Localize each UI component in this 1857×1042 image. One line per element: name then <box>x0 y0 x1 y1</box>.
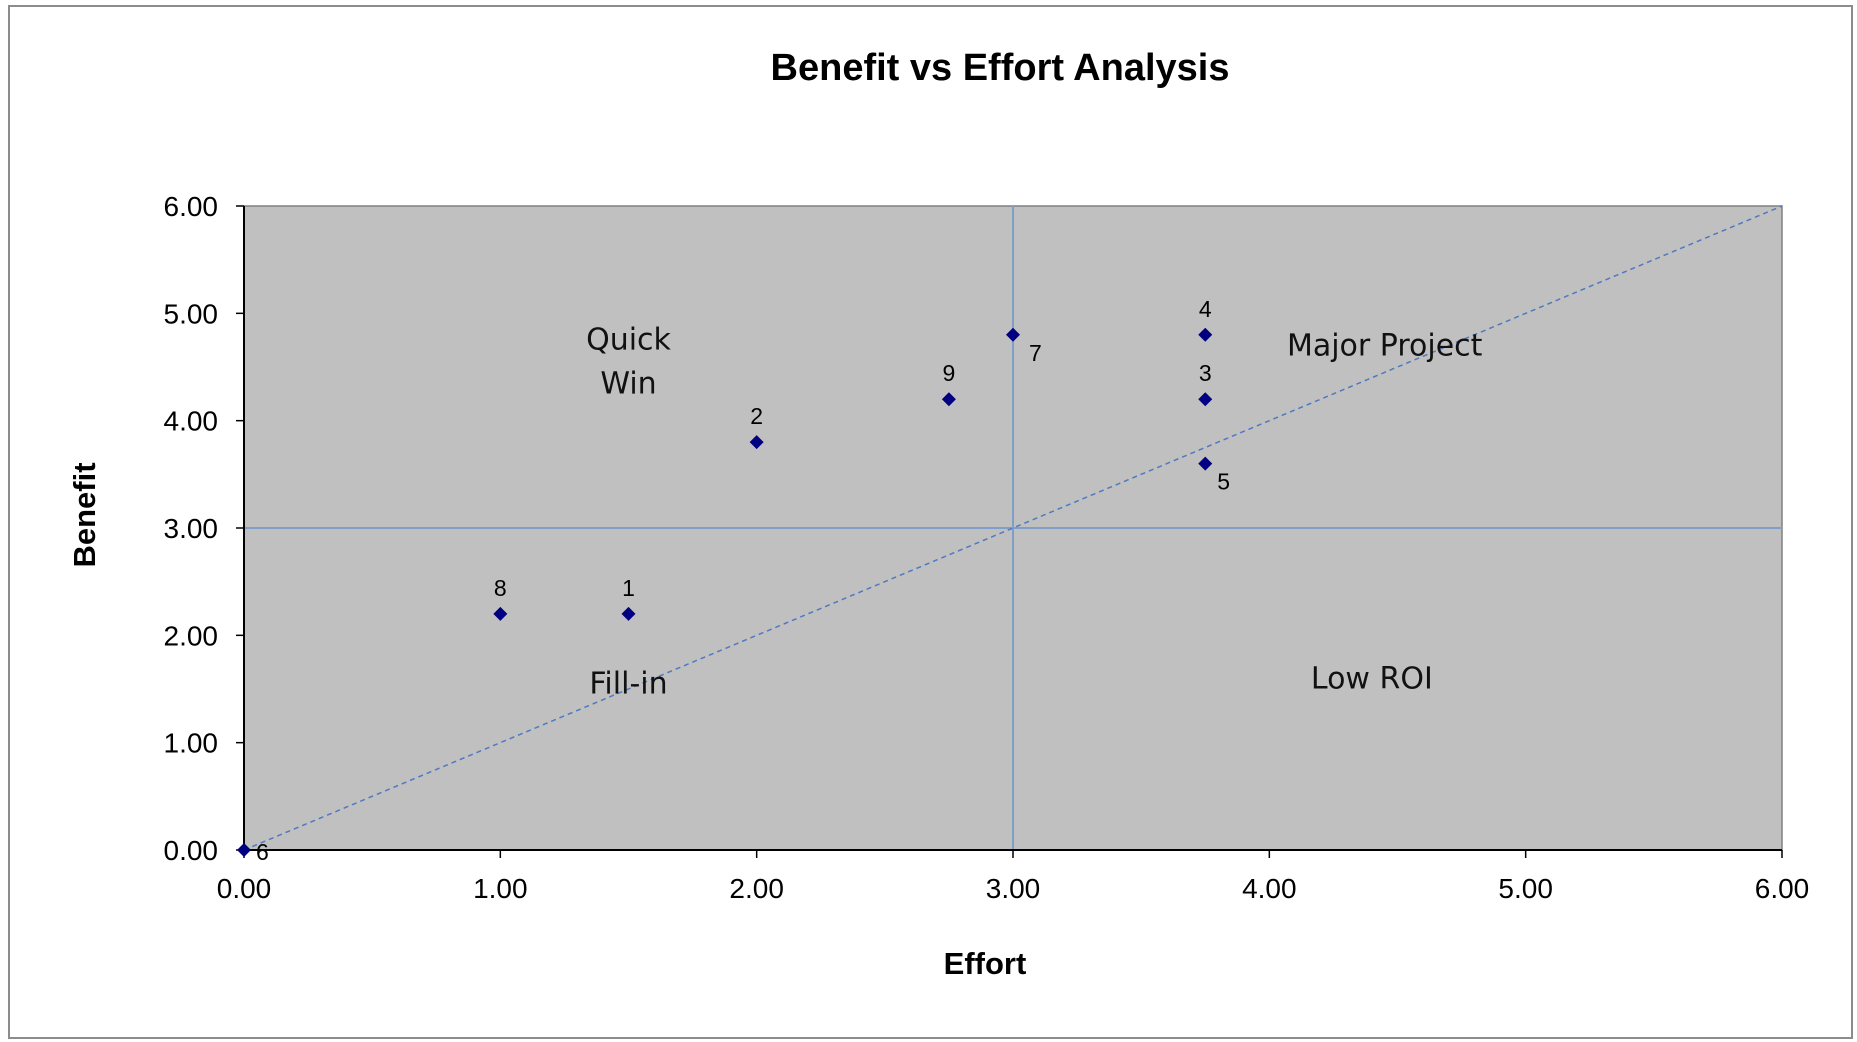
data-point-label: 3 <box>1199 360 1212 386</box>
x-tick-label: 3.00 <box>986 873 1041 904</box>
data-point-marker <box>1198 327 1213 342</box>
y-tick-label: 0.00 <box>164 835 219 866</box>
chart-title: Benefit vs Effort Analysis <box>771 47 1230 89</box>
data-point-marker <box>1198 392 1213 407</box>
y-tick-label: 4.00 <box>164 406 219 437</box>
y-tick-label: 2.00 <box>164 620 219 651</box>
y-tick-label: 1.00 <box>164 728 219 759</box>
data-point-label: 2 <box>750 403 763 429</box>
data-point-label: 4 <box>1199 296 1212 322</box>
data-point-marker <box>1006 327 1020 342</box>
x-tick-label: 0.00 <box>217 873 272 904</box>
x-tick-label: 1.00 <box>473 873 528 904</box>
data-point-label: 9 <box>943 360 956 386</box>
quadrant-label: Major Project <box>1287 329 1483 364</box>
x-tick-label: 6.00 <box>1755 873 1810 904</box>
data-point-label: 1 <box>622 575 635 601</box>
y-axis-title: Benefit <box>67 462 102 567</box>
data-point-marker <box>493 606 508 621</box>
quadrant-label: Low ROI <box>1311 661 1433 696</box>
diagonal-line <box>243 205 1783 851</box>
x-tick-label: 4.00 <box>1242 873 1297 904</box>
data-point-marker <box>237 843 251 857</box>
quadrant-label: Quick <box>586 323 671 358</box>
data-point-marker <box>1198 456 1213 471</box>
quadrant-label: Fill-in <box>589 667 667 702</box>
data-point-label: 5 <box>1217 469 1230 495</box>
quadrant-label: Win <box>600 367 656 402</box>
data-point-label: 6 <box>256 839 269 865</box>
chart-frame: Benefit vs Effort Analysis 0.00 1.00 2.00 3… <box>8 5 1853 1039</box>
x-axis-title: Effort <box>944 946 1027 981</box>
y-tick-label: 5.00 <box>164 298 219 329</box>
data-point-marker <box>941 392 956 407</box>
x-tick-label: 2.00 <box>729 873 784 904</box>
data-point-marker <box>749 435 764 450</box>
data-point-label: 7 <box>1029 340 1042 366</box>
data-point-marker <box>621 606 636 621</box>
y-tick-label: 6.00 <box>164 191 219 222</box>
x-tick-label: 5.00 <box>1498 873 1553 904</box>
scatter-chart: Benefit vs Effort Analysis 0.00 1.00 2.00 3… <box>67 47 1810 981</box>
data-point-label: 8 <box>494 575 507 601</box>
y-tick-label: 3.00 <box>164 513 219 544</box>
